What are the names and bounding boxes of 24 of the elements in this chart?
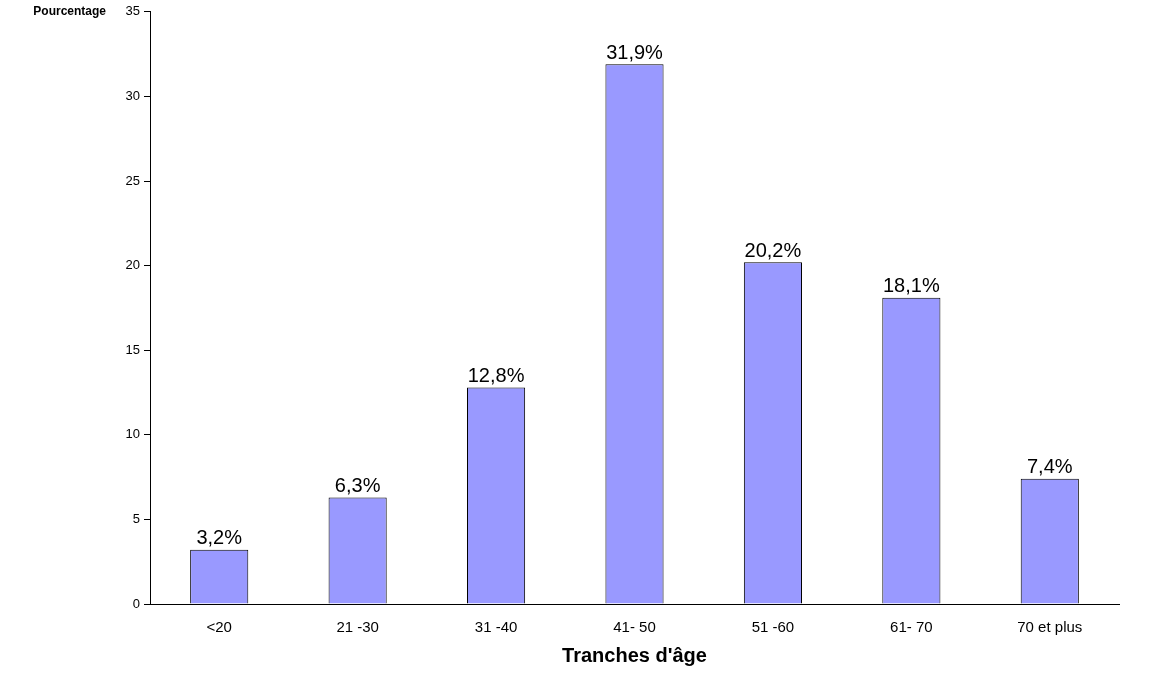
data-label: 7,4% bbox=[1026, 455, 1073, 478]
y-tick-label: 35 bbox=[125, 3, 140, 19]
x-tick-label: 70 et plus bbox=[1017, 618, 1083, 636]
y-tick-label: 10 bbox=[125, 426, 140, 442]
data-label: 12,8% bbox=[467, 363, 525, 386]
x-tick-label: <20 bbox=[206, 618, 232, 636]
x-tick-label: 21 -30 bbox=[336, 618, 379, 636]
data-label: 18,1% bbox=[883, 274, 940, 297]
x-tick-label: 31 -40 bbox=[474, 618, 518, 636]
x-tick-label: 41- 50 bbox=[613, 618, 656, 636]
y-axis-title: Pourcentage bbox=[33, 4, 107, 19]
x-tick-label: 61- 70 bbox=[890, 618, 933, 636]
y-tick-label: 25 bbox=[125, 172, 140, 188]
data-label: 3,2% bbox=[196, 526, 243, 549]
data-label: 31,9% bbox=[606, 40, 664, 63]
x-axis-title: Tranches d'âge bbox=[562, 643, 707, 666]
y-tick-label: 5 bbox=[132, 510, 140, 526]
y-tick-label: 30 bbox=[125, 87, 140, 103]
x-tick-label: 51 -60 bbox=[751, 618, 795, 636]
data-label: 6,3% bbox=[334, 473, 381, 496]
data-label: 20,2% bbox=[744, 238, 802, 261]
y-tick-label: 15 bbox=[125, 341, 140, 357]
y-tick-label: 20 bbox=[125, 257, 140, 273]
y-tick-label: 0 bbox=[132, 595, 140, 611]
